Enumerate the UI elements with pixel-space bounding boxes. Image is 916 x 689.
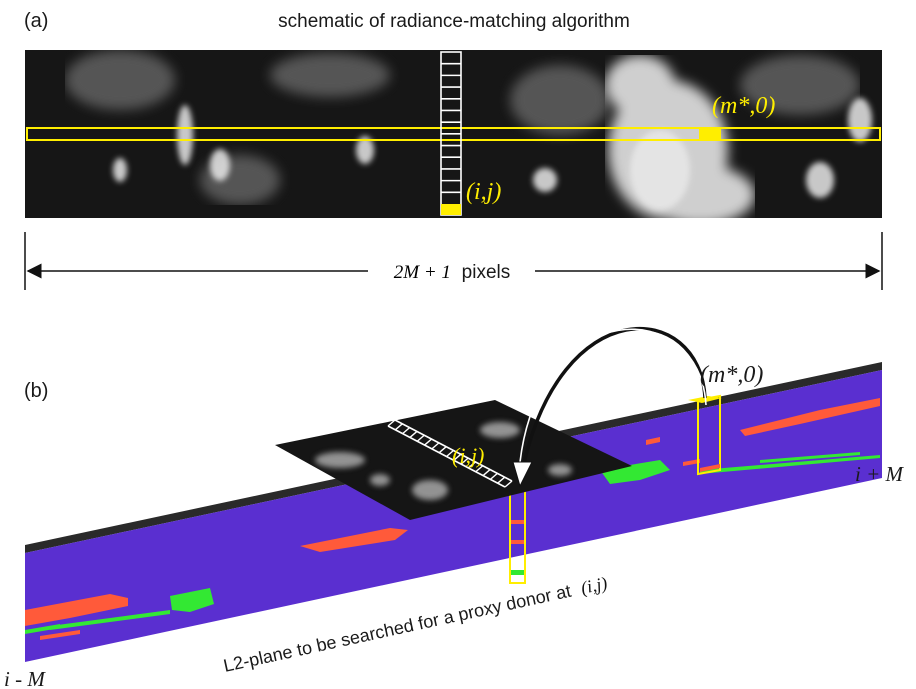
satellite-image-strip — [25, 50, 882, 218]
ladder-rung — [475, 465, 484, 473]
ladder-rung — [409, 430, 418, 438]
label-m0-b: (m*,0) — [700, 362, 763, 388]
panel-b-label: (b) — [24, 380, 48, 402]
ladder-rung — [446, 449, 454, 458]
pixel-column-a — [440, 51, 462, 216]
label-right-bound: i + M — [855, 462, 905, 486]
match-arrow — [512, 326, 707, 488]
label-m0-a: (m*,0) — [712, 93, 775, 119]
ladder-rung — [467, 461, 476, 469]
ladder-rung — [497, 476, 506, 484]
ladder-rung — [482, 469, 491, 477]
ladder-rung — [438, 446, 447, 454]
ladder-rung — [402, 427, 411, 435]
ladder-rung — [424, 438, 433, 446]
panel-a-title: schematic of radiance-matching algorithm — [278, 11, 630, 32]
class-red-regions — [25, 398, 880, 640]
match-pixel-a — [699, 128, 721, 140]
ladder-rung — [387, 419, 396, 427]
ladder-rung — [460, 457, 469, 465]
dimension-label: 2M + 1 pixels — [394, 262, 510, 283]
label-ij-b: (i,j) — [452, 443, 484, 468]
ladder-rung — [489, 472, 498, 480]
ladder-rung — [453, 453, 462, 461]
search-row-highlight — [26, 127, 881, 141]
dimension-indicator — [24, 232, 883, 290]
class-green-regions — [25, 452, 880, 634]
target-pixel-a — [441, 204, 461, 215]
ladder-rung — [416, 434, 425, 442]
label-left-bound: i - M — [4, 667, 46, 689]
image-tile — [275, 400, 632, 520]
ladder-rung — [504, 480, 513, 488]
label-ij-a: (i,j) — [466, 179, 501, 205]
ladder-rung — [431, 442, 440, 450]
panel-a-label: (a) — [24, 10, 48, 32]
ladder-rung — [394, 423, 403, 431]
